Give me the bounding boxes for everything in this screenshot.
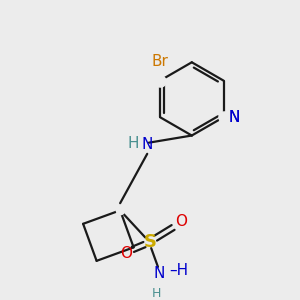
Text: N: N bbox=[142, 137, 153, 152]
Text: H: H bbox=[151, 287, 161, 300]
Text: Br: Br bbox=[152, 54, 169, 69]
Text: N: N bbox=[153, 266, 164, 281]
Text: O: O bbox=[175, 214, 187, 230]
Text: H: H bbox=[128, 136, 139, 151]
Text: S: S bbox=[143, 233, 157, 251]
Text: –H: –H bbox=[169, 263, 188, 278]
Text: N: N bbox=[228, 110, 240, 125]
Text: O: O bbox=[120, 246, 132, 261]
Text: N: N bbox=[228, 110, 240, 125]
